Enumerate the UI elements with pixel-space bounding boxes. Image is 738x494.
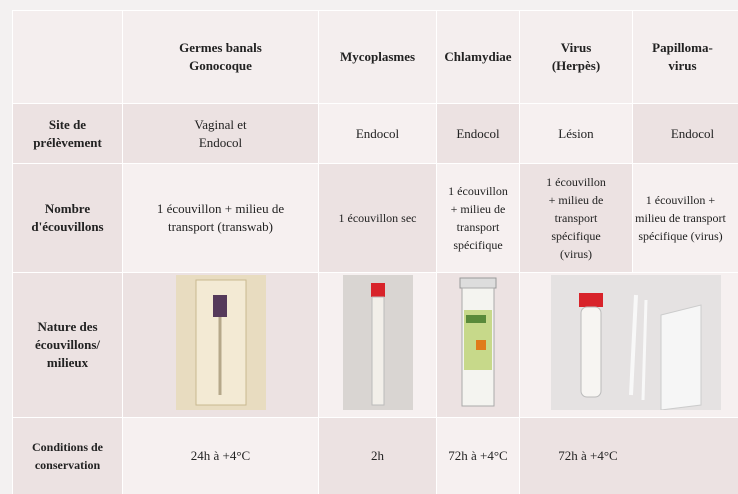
corner-cell [13,11,123,104]
cell: Endocol [319,104,437,164]
page: Germes banals Gonocoque Mycoplasmes Chla… [0,0,738,494]
swab-image [176,275,266,410]
row-label: Nature des écouvillons/ milieux [13,273,123,418]
row: Nombre d'écouvillons 1 écouvillon + mili… [13,164,738,273]
header-cell: Germes banals Gonocoque [123,11,319,104]
image-cell [437,273,520,418]
cell: 1 écouvillon sec [319,164,437,273]
image-cell [123,273,319,418]
row-label: Nombre d'écouvillons [13,164,123,273]
table: Germes banals Gonocoque Mycoplasmes Chla… [12,10,738,494]
image-cell [319,273,437,418]
cell: 2h [319,418,437,494]
table-wrap: Germes banals Gonocoque Mycoplasmes Chla… [12,10,738,494]
row: Nature des écouvillons/ milieux [13,273,738,418]
header-cell: Papilloma-virus [633,11,738,104]
row-label: Site de prélèvement [13,104,123,164]
cell: 1 écouvillon + milieu de transport spéci… [437,164,520,273]
row: Site de prélèvement Vaginal et Endocol E… [13,104,738,164]
header-row: Germes banals Gonocoque Mycoplasmes Chla… [13,11,738,104]
swab-image [448,275,508,410]
cell: Endocol [437,104,520,164]
cell: 1 écouvillon + milieu de transport (tran… [123,164,319,273]
cell: 1 écouvillon + milieu de transport spéci… [520,164,633,273]
swab-image [343,275,413,410]
header-cell: Mycoplasmes [319,11,437,104]
cell: 72h à +4°C [520,418,738,494]
image-cell [520,273,738,418]
header-cell: Chlamydiae [437,11,520,104]
cell: 1 écouvillon + milieu de transport spéci… [633,164,738,273]
row: Conditions de conservation 24h à +4°C 2h… [13,418,738,494]
swab-image [551,275,721,410]
cell: 24h à +4°C [123,418,319,494]
cell: Lésion [520,104,633,164]
cell: Vaginal et Endocol [123,104,319,164]
cell: Endocol [633,104,738,164]
cell: 72h à +4°C [437,418,520,494]
header-cell: Virus (Herpès) [520,11,633,104]
row-label: Conditions de conservation [13,418,123,494]
